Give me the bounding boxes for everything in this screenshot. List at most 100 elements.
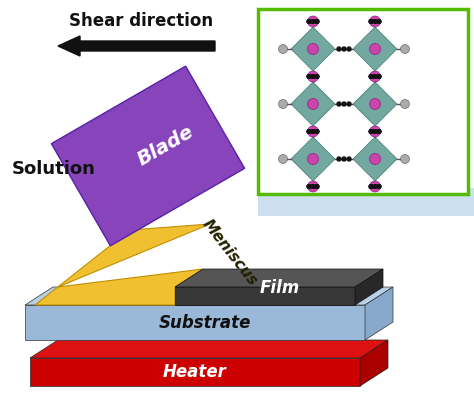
Circle shape xyxy=(377,75,381,78)
Circle shape xyxy=(315,130,319,133)
Circle shape xyxy=(369,20,373,23)
Circle shape xyxy=(337,47,341,51)
Circle shape xyxy=(307,20,311,23)
Polygon shape xyxy=(291,27,335,71)
Circle shape xyxy=(342,102,346,106)
Circle shape xyxy=(347,157,351,161)
Circle shape xyxy=(369,130,373,133)
Circle shape xyxy=(373,75,377,78)
Circle shape xyxy=(369,75,373,78)
Circle shape xyxy=(401,44,410,53)
Circle shape xyxy=(308,71,319,82)
Circle shape xyxy=(370,99,381,109)
Polygon shape xyxy=(353,82,397,126)
Circle shape xyxy=(369,130,373,133)
Polygon shape xyxy=(175,287,355,305)
Circle shape xyxy=(307,20,311,23)
Circle shape xyxy=(311,75,315,78)
Text: Blade: Blade xyxy=(135,122,198,170)
Circle shape xyxy=(315,20,319,23)
Circle shape xyxy=(370,154,381,164)
Circle shape xyxy=(307,75,311,78)
Circle shape xyxy=(337,157,341,161)
Circle shape xyxy=(315,75,319,78)
Polygon shape xyxy=(353,137,397,181)
Circle shape xyxy=(315,185,319,188)
Circle shape xyxy=(315,185,319,188)
Circle shape xyxy=(377,185,381,188)
Circle shape xyxy=(370,71,381,82)
Polygon shape xyxy=(291,82,335,126)
Text: Substrate: Substrate xyxy=(159,314,251,332)
Circle shape xyxy=(307,130,311,133)
Circle shape xyxy=(373,130,377,133)
Circle shape xyxy=(311,75,315,78)
Circle shape xyxy=(373,75,377,78)
Polygon shape xyxy=(30,340,388,358)
Circle shape xyxy=(308,16,319,27)
Circle shape xyxy=(315,130,319,133)
Polygon shape xyxy=(365,287,393,340)
Text: Heater: Heater xyxy=(163,363,227,381)
Circle shape xyxy=(369,20,373,23)
Circle shape xyxy=(307,20,311,23)
Circle shape xyxy=(369,185,373,188)
Circle shape xyxy=(279,44,288,53)
Circle shape xyxy=(369,20,373,23)
Circle shape xyxy=(308,181,319,192)
Circle shape xyxy=(369,75,373,78)
Circle shape xyxy=(377,185,381,188)
Circle shape xyxy=(373,130,377,133)
Polygon shape xyxy=(355,269,383,305)
Circle shape xyxy=(377,20,381,23)
Polygon shape xyxy=(51,66,245,246)
Circle shape xyxy=(377,75,381,78)
Circle shape xyxy=(311,20,315,23)
Circle shape xyxy=(369,130,373,133)
Circle shape xyxy=(307,185,311,188)
Circle shape xyxy=(377,20,381,23)
Circle shape xyxy=(342,157,346,161)
Circle shape xyxy=(315,75,319,78)
Circle shape xyxy=(311,20,315,23)
Polygon shape xyxy=(175,269,383,287)
Circle shape xyxy=(347,102,351,106)
Circle shape xyxy=(311,130,315,133)
Circle shape xyxy=(311,185,315,188)
Circle shape xyxy=(315,20,319,23)
Polygon shape xyxy=(25,287,393,305)
Circle shape xyxy=(315,130,319,133)
Circle shape xyxy=(307,75,311,78)
Circle shape xyxy=(370,126,381,137)
Circle shape xyxy=(347,47,351,51)
Circle shape xyxy=(307,185,311,188)
Circle shape xyxy=(315,75,319,78)
FancyArrow shape xyxy=(58,36,215,56)
Circle shape xyxy=(337,102,341,106)
Circle shape xyxy=(308,99,319,109)
Circle shape xyxy=(307,130,311,133)
Circle shape xyxy=(315,20,319,23)
Circle shape xyxy=(307,75,311,78)
Circle shape xyxy=(370,16,381,27)
Circle shape xyxy=(370,181,381,192)
Circle shape xyxy=(279,99,288,109)
Circle shape xyxy=(377,130,381,133)
Polygon shape xyxy=(30,358,360,386)
Text: Shear direction: Shear direction xyxy=(69,12,214,30)
FancyBboxPatch shape xyxy=(258,188,474,216)
Polygon shape xyxy=(360,340,388,386)
Circle shape xyxy=(308,154,319,164)
Circle shape xyxy=(373,75,377,78)
Circle shape xyxy=(369,185,373,188)
Circle shape xyxy=(311,185,315,188)
Text: Solution: Solution xyxy=(12,160,96,178)
Circle shape xyxy=(315,185,319,188)
Polygon shape xyxy=(353,27,397,71)
Circle shape xyxy=(373,20,377,23)
Circle shape xyxy=(311,130,315,133)
Text: Film: Film xyxy=(259,279,300,297)
Circle shape xyxy=(377,130,381,133)
Circle shape xyxy=(311,130,315,133)
Circle shape xyxy=(307,185,311,188)
